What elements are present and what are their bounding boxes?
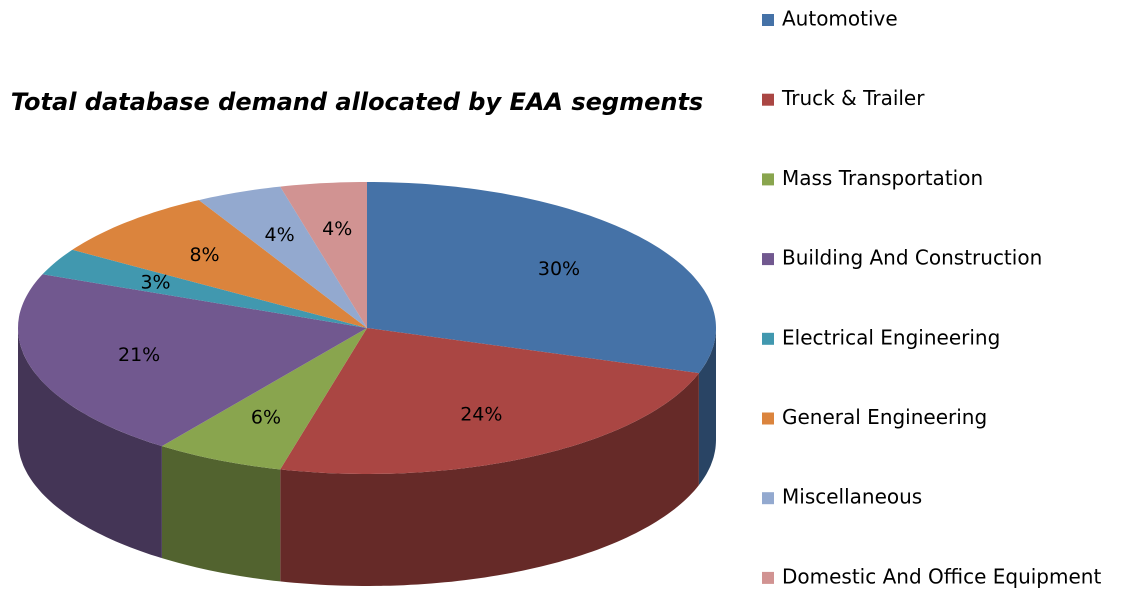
pie-slice <box>198 186 367 328</box>
data-label: 4% <box>265 224 295 246</box>
legend-swatch <box>762 173 774 186</box>
data-label: 6% <box>251 406 281 428</box>
legend-swatch <box>762 93 774 106</box>
data-label: 21% <box>118 344 160 366</box>
legend-swatch <box>762 253 774 266</box>
legend-label: Miscellaneous <box>782 485 922 509</box>
legend-swatch <box>762 492 774 505</box>
pie-side <box>161 446 281 582</box>
chart-title: Total database demand allocated by EAA s… <box>11 88 703 116</box>
pie-slice <box>161 328 367 470</box>
data-label: 4% <box>322 218 352 240</box>
data-label: 24% <box>460 403 502 425</box>
pie-slice <box>42 249 367 328</box>
pie-slice <box>18 274 367 447</box>
legend-swatch <box>762 571 774 584</box>
legend-swatch <box>762 412 774 425</box>
legend-swatch <box>762 332 774 345</box>
legend-swatch <box>762 14 774 26</box>
legend-label: Truck & Trailer <box>781 86 925 110</box>
pie-slice <box>72 200 368 328</box>
legend-label: Mass Transportation <box>782 166 983 190</box>
legend-label: Electrical Engineering <box>782 325 1000 349</box>
legend-label: Automotive <box>782 7 898 31</box>
legend-label: Building And Construction <box>782 246 1042 270</box>
pie-slice <box>367 182 716 374</box>
pie-side <box>18 328 162 559</box>
pie-slice <box>280 328 699 474</box>
legend-label: General Engineering <box>782 405 987 429</box>
pie-side <box>280 373 699 586</box>
data-label: 3% <box>140 271 170 293</box>
legend-label: Domestic And Office Equipment <box>782 564 1101 588</box>
data-label: 8% <box>189 244 219 266</box>
data-label: 30% <box>538 258 580 280</box>
pie-slice <box>280 182 367 328</box>
pie-side <box>698 328 716 486</box>
